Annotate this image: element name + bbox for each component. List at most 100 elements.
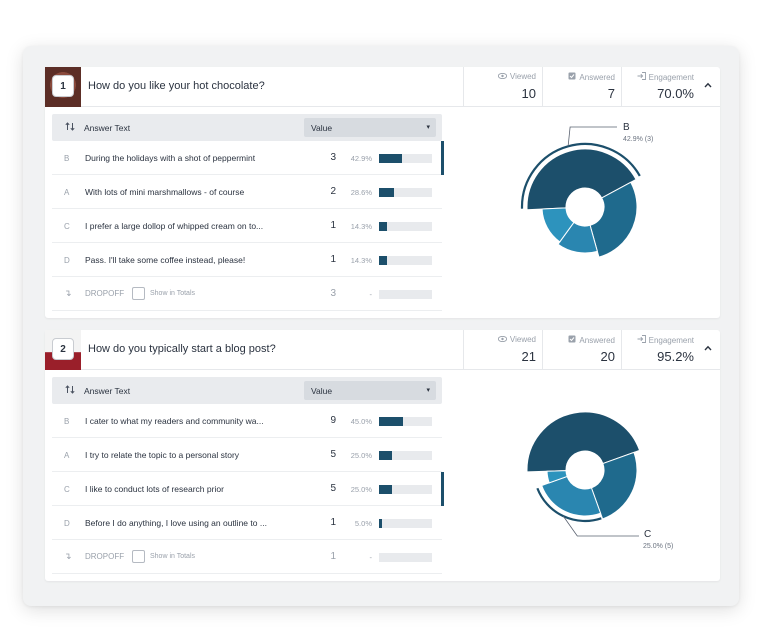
dropoff-label: DROPOFF [85, 289, 125, 298]
answer-percent: 5.0% [354, 519, 372, 528]
answer-letter: D [64, 519, 70, 528]
donut-slice-d [546, 470, 568, 484]
question-number: 1 [52, 75, 74, 97]
dropoff-count: 1 [330, 551, 336, 562]
answer-count: 9 [330, 415, 336, 426]
question-header: 2 How do you typically start a blog post… [45, 330, 720, 370]
question-number: 2 [52, 338, 74, 360]
checkbox-icon [568, 335, 576, 345]
answer-text: With lots of mini marshmallows - of cour… [85, 187, 245, 197]
answer-percent: 42.9% [350, 154, 372, 163]
answer-letter: C [64, 485, 70, 494]
dropdown-caret-icon: ▾ [426, 387, 430, 394]
stat-answered: Answered 7 [542, 67, 621, 107]
answer-count: 1 [330, 517, 336, 528]
column-value-label: Value [311, 386, 333, 396]
table-header: Answer Text Value ▾ [52, 114, 442, 141]
column-answer-text[interactable]: Answer Text [84, 123, 131, 133]
answer-percent: 14.3% [350, 256, 372, 265]
answer-letter: B [64, 417, 70, 426]
answer-row[interactable]: A I try to relate the topic to a personal… [52, 438, 442, 472]
answer-row[interactable]: C I prefer a large dollop of whipped crea… [52, 209, 442, 243]
stat-label-answered: Answered [579, 335, 615, 345]
answer-row[interactable]: D Pass. I'll take some coffee instead, pl… [52, 243, 442, 277]
collapse-chevron-icon[interactable] [701, 79, 715, 93]
answer-bar-fill [379, 222, 387, 231]
dropoff-pct: - [369, 553, 373, 562]
question-title: How do you like your hot chocolate? [88, 80, 265, 92]
answer-count: 2 [330, 186, 336, 197]
answer-bar-fill [379, 188, 395, 197]
callout-label: C [644, 529, 651, 540]
answer-row[interactable]: B I cater to what my readers and communit… [52, 404, 442, 438]
answer-percent: 28.6% [350, 188, 372, 197]
answer-bar [379, 256, 432, 265]
answer-letter: B [64, 154, 70, 163]
stat-label-engagement: Engagement [648, 335, 694, 345]
viewed-count: 10 [521, 86, 536, 101]
column-value-dropdown[interactable]: Value ▾ [304, 118, 436, 137]
answer-bar [379, 451, 432, 460]
collapse-chevron-icon[interactable] [701, 342, 715, 356]
dropoff-bar [379, 553, 432, 562]
answer-bar [379, 154, 432, 163]
callout-detail: 42.9% (3) [623, 136, 653, 143]
answer-row[interactable]: A With lots of mini marshmallows - of cou… [52, 175, 442, 209]
engagement-rate: 95.2% [657, 349, 694, 364]
viewed-count: 21 [521, 349, 536, 364]
dropdown-caret-icon: ▾ [426, 124, 430, 131]
answered-count: 20 [600, 349, 615, 364]
answers-table: Answer Text Value ▾ B During the holidays… [52, 114, 444, 311]
answer-percent: 14.3% [350, 222, 372, 231]
sort-icon[interactable] [65, 122, 75, 133]
dropoff-row: ↴ DROPOFF Show in Totals 3 - [52, 277, 442, 311]
donut-slice-a [590, 451, 638, 520]
engagement-rate: 70.0% [657, 86, 694, 101]
answer-row[interactable]: D Before I do anything, I love using an o… [52, 506, 442, 540]
stat-engagement: Engagement 70.0% [621, 67, 700, 107]
dropoff-row: ↴ DROPOFF Show in Totals 1 - [52, 540, 442, 574]
answers-table: Answer Text Value ▾ B I cater to what my … [52, 377, 444, 574]
answer-text: During the holidays with a shot of peppe… [85, 153, 256, 163]
answer-bar [379, 188, 432, 197]
question-card-1: 1 How do you like your hot chocolate? Vi… [45, 67, 720, 318]
callout-detail: 25.0% (5) [643, 543, 673, 550]
show-in-totals-checkbox[interactable] [132, 550, 145, 563]
show-in-totals-checkbox[interactable] [132, 287, 145, 300]
donut-slice-a [589, 181, 638, 258]
answer-text: Before I do anything, I love using an ou… [85, 518, 267, 528]
donut-slice-d [541, 207, 575, 243]
callout-leader-line [562, 515, 639, 537]
answer-letter: A [64, 188, 70, 197]
sign-in-icon [637, 335, 646, 345]
donut-slice-b [526, 411, 641, 473]
question-thumbnail: 2 [45, 330, 81, 370]
answer-bar-fill [379, 485, 393, 494]
stat-viewed: Viewed 21 [463, 330, 542, 370]
stat-answered: Answered 20 [542, 330, 621, 370]
answer-bar [379, 222, 432, 231]
answer-count: 5 [330, 483, 336, 494]
answer-text: I prefer a large dollop of whipped cream… [85, 221, 264, 231]
column-value-label: Value [311, 123, 333, 133]
question-title: How do you typically start a blog post? [88, 343, 276, 355]
dropoff-icon: ↴ [64, 288, 72, 298]
callout-label: B [623, 122, 630, 133]
dropoff-icon: ↴ [64, 551, 72, 561]
answer-count: 3 [330, 152, 336, 163]
column-answer-text[interactable]: Answer Text [84, 386, 131, 396]
answer-bar [379, 519, 432, 528]
answer-bar-fill [379, 417, 403, 426]
sort-icon[interactable] [65, 385, 75, 396]
answer-row[interactable]: C I like to conduct lots of research prio… [52, 472, 444, 506]
answer-count: 1 [330, 254, 336, 265]
answer-row[interactable]: B During the holidays with a shot of pepp… [52, 141, 444, 175]
checkbox-icon [568, 72, 576, 82]
stat-engagement: Engagement 95.2% [621, 330, 700, 370]
stat-viewed: Viewed 10 [463, 67, 542, 107]
eye-icon [497, 72, 508, 81]
answer-bar-fill [379, 154, 402, 163]
column-value-dropdown[interactable]: Value ▾ [304, 381, 436, 400]
callout-leader-line [567, 126, 617, 147]
answer-donut-chart: C 25.0% (5) [526, 411, 673, 550]
